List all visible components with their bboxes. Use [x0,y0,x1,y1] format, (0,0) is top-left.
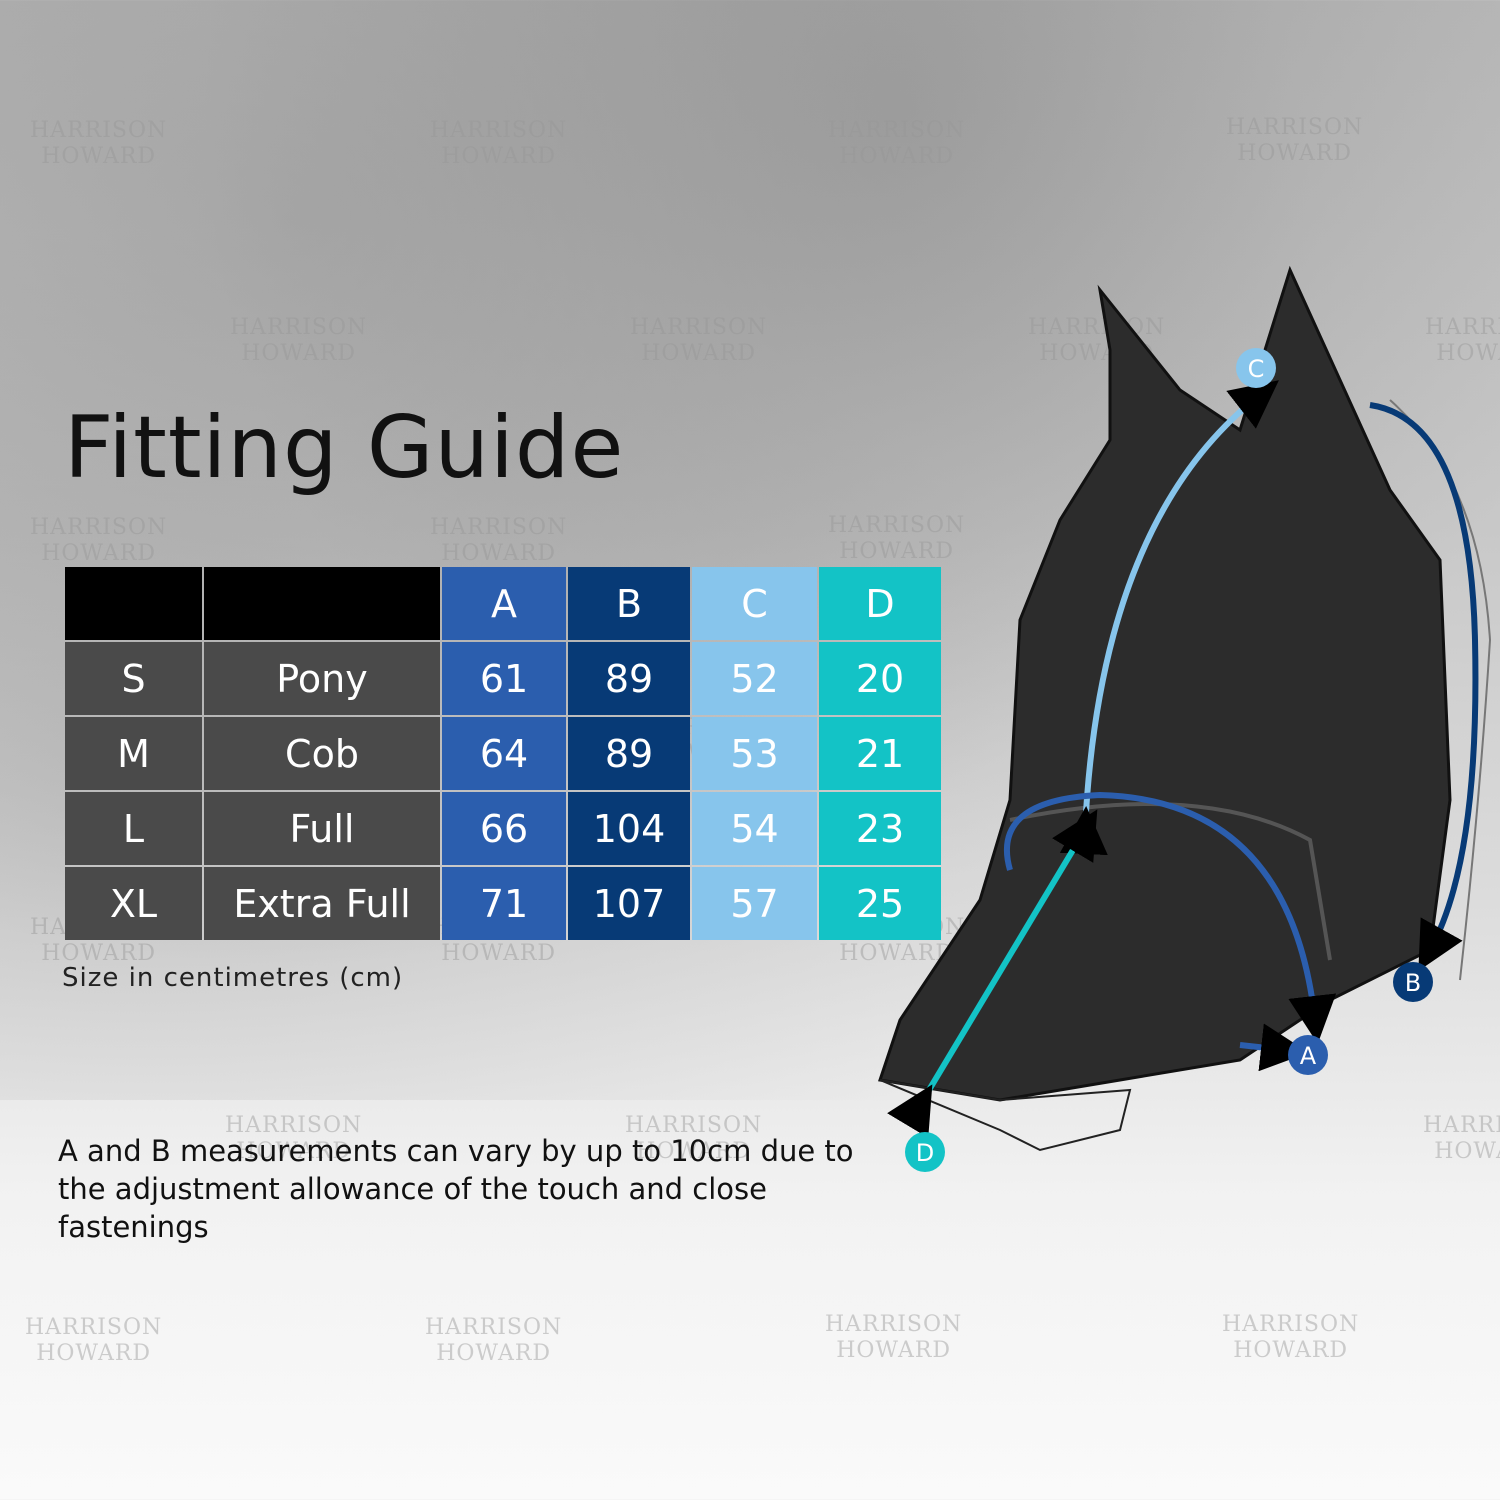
b-cell: 89 [568,642,690,715]
type-cell: Full [204,792,440,865]
measurement-d-arrow [887,809,1098,1138]
label-d-badge: D [905,1132,945,1172]
type-cell: Extra Full [204,867,440,940]
measurement-b-arrow [1369,402,1479,971]
measurement-c-arrow [1059,380,1279,856]
page-title: Fitting Guide [64,398,625,498]
table-row: M Cob 64 89 53 21 [65,717,941,790]
size-cell: XL [65,867,202,940]
a-cell: 66 [442,792,566,865]
d-cell: 21 [819,717,941,790]
table-row: S Pony 61 89 52 20 [65,642,941,715]
header-c: C [692,567,817,640]
header-b: B [568,567,690,640]
horse-fly-mask-diagram: C D A B [878,265,1492,1172]
header-a: A [442,567,566,640]
size-table: A B C D S Pony 61 89 52 20 M Cob 64 89 5… [63,565,943,942]
footnote: A and B measurements can vary by up to 1… [58,1134,854,1244]
header-cell-empty [65,567,202,640]
size-cell: L [65,792,202,865]
c-cell: 52 [692,642,817,715]
d-cell: 20 [819,642,941,715]
header-d: D [819,567,941,640]
header-cell-empty [204,567,440,640]
b-cell: 104 [568,792,690,865]
label-a-badge: A [1288,1035,1328,1075]
svg-text:A: A [1300,1042,1317,1070]
svg-text:B: B [1405,969,1421,997]
label-b-badge: B [1393,962,1433,1002]
a-cell: 64 [442,717,566,790]
b-cell: 89 [568,717,690,790]
type-cell: Cob [204,717,440,790]
a-cell: 71 [442,867,566,940]
table-row: L Full 66 104 54 23 [65,792,941,865]
measurement-a-arrow-lower [1239,1023,1309,1072]
c-cell: 53 [692,717,817,790]
type-cell: Pony [204,642,440,715]
label-c-badge: C [1236,348,1276,388]
size-cell: M [65,717,202,790]
svg-text:D: D [916,1139,934,1167]
b-cell: 107 [568,867,690,940]
svg-text:C: C [1248,355,1265,383]
size-cell: S [65,642,202,715]
unit-note: Size in centimetres (cm) [62,963,404,993]
table-header-row: A B C D [65,567,941,640]
measurement-a-arrow [1003,791,1337,1044]
a-cell: 61 [442,642,566,715]
c-cell: 57 [692,867,817,940]
c-cell: 54 [692,792,817,865]
table-row: XL Extra Full 71 107 57 25 [65,867,941,940]
